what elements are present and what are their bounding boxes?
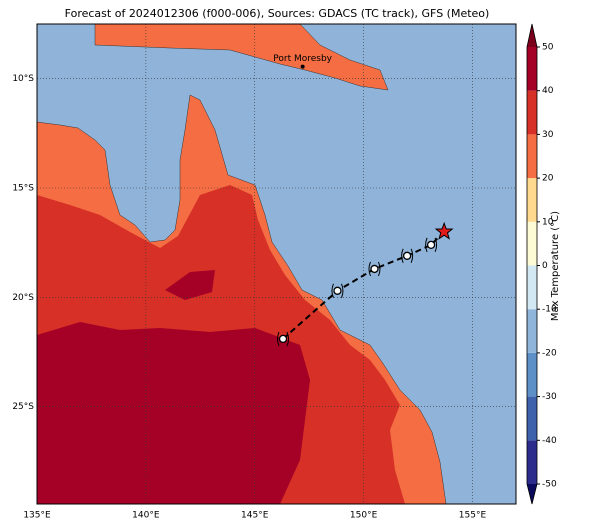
map-frame xyxy=(36,23,517,505)
colorbar-tick-label: 0 xyxy=(542,261,548,271)
colorbar-band xyxy=(527,440,537,484)
colorbar-under xyxy=(527,484,537,504)
colorbar-band xyxy=(527,134,537,179)
colorbar-tick-label: 20 xyxy=(542,174,554,184)
track-point xyxy=(370,264,379,274)
current-position xyxy=(434,221,454,240)
track-point xyxy=(426,240,436,250)
track-point xyxy=(402,251,412,260)
colorbar-tick-label: 30 xyxy=(542,130,554,140)
track-point xyxy=(333,286,342,295)
x-tick-label: 155°E xyxy=(459,511,487,521)
storm-symbol xyxy=(425,237,438,253)
x-tick-label: 150°E xyxy=(350,511,378,521)
storm-symbol xyxy=(368,261,381,277)
x-tick-label: 145°E xyxy=(241,511,269,521)
x-tick-label: 140°E xyxy=(132,511,160,521)
y-tick-label: 10°S xyxy=(12,74,34,84)
colorbar-band xyxy=(527,90,537,135)
title: Forecast of 2024012306 (f000-006), Sourc… xyxy=(65,7,490,20)
storm-symbol xyxy=(277,331,290,347)
new-guinea xyxy=(94,24,389,91)
colorbar-label: Max Temperature (°C) xyxy=(550,211,561,321)
place-label: Port Moresby xyxy=(273,54,332,64)
y-tick-label: 20°S xyxy=(12,293,34,303)
colorbar-tick-label: -10 xyxy=(542,305,557,315)
storm-symbol xyxy=(401,248,414,263)
colorbar-band xyxy=(527,352,537,397)
colorbar-band xyxy=(527,221,537,266)
colorbar-tick-label: -30 xyxy=(542,392,557,402)
x-tick-label: 135°E xyxy=(23,511,51,521)
place-marker xyxy=(300,64,305,69)
track-point xyxy=(278,334,288,344)
colorbar-tick-label: 10 xyxy=(542,217,554,227)
y-tick-label: 15°S xyxy=(12,184,34,194)
map xyxy=(37,24,516,504)
y-tick-label: 25°S xyxy=(12,402,34,412)
colorbar-band xyxy=(527,309,537,353)
colorbar-tick-label: -40 xyxy=(542,436,557,446)
colorbar-tick-label: -20 xyxy=(542,348,557,358)
colorbar-tick-label: -50 xyxy=(542,480,557,490)
storm-symbol xyxy=(331,283,344,298)
colorbar-over xyxy=(527,24,537,47)
colorbar-band xyxy=(527,178,537,222)
colorbar-tick-label: 50 xyxy=(542,43,554,53)
colorbar-band xyxy=(527,396,537,441)
colorbar-tick-label: 40 xyxy=(542,86,554,96)
colorbar-band xyxy=(527,47,537,91)
hot-region xyxy=(37,270,310,504)
colorbar-band xyxy=(527,265,537,310)
